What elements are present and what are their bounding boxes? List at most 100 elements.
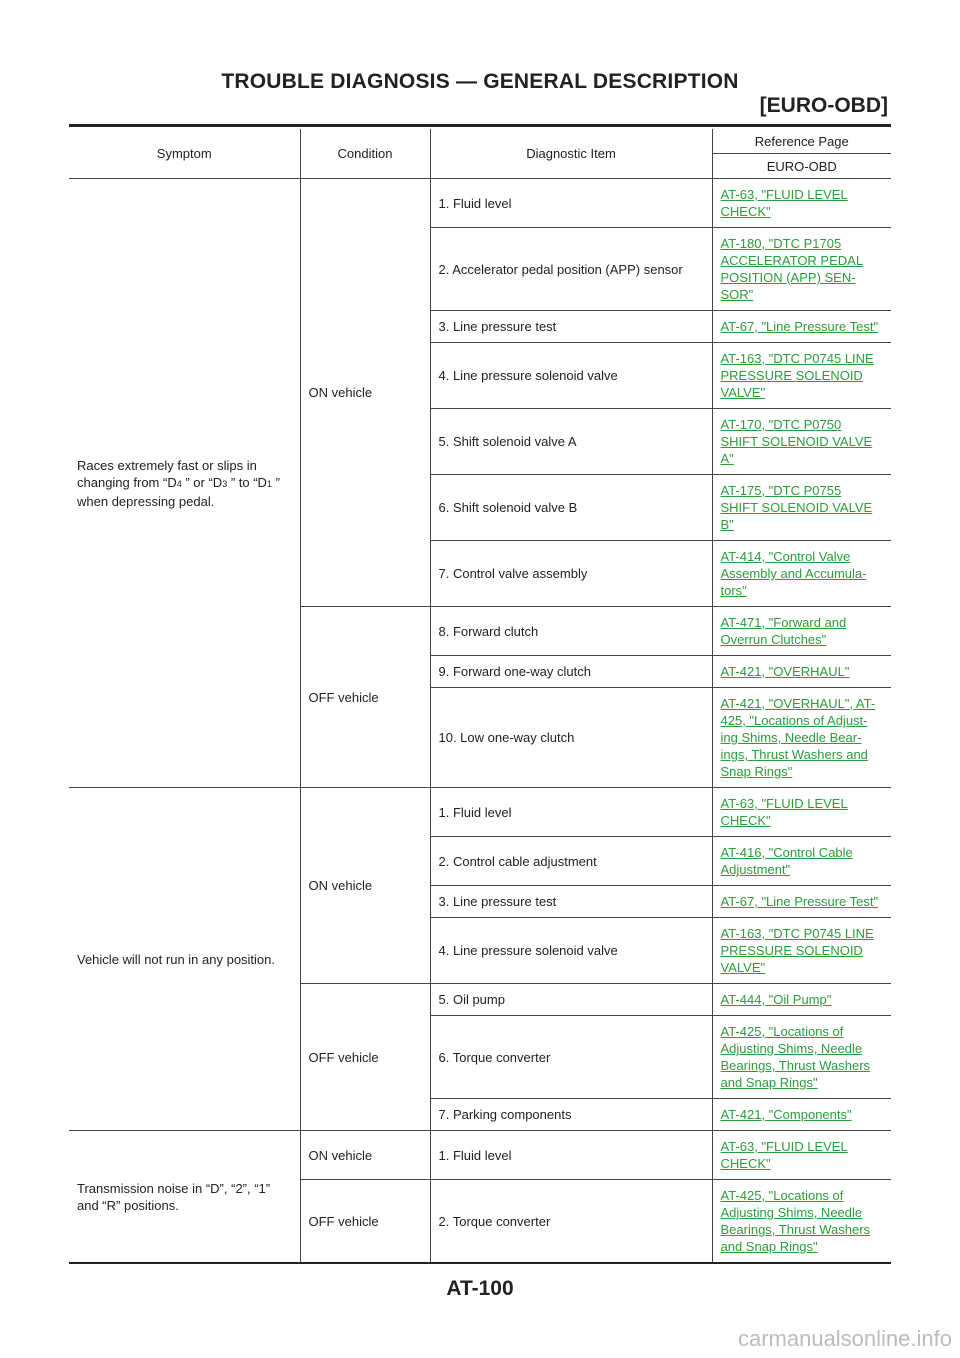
symptom-text: and “R” positions.: [77, 1197, 179, 1213]
condition-label: ON vehicle: [308, 878, 373, 893]
reference-link[interactable]: AT-421, "OVERHAUL": [720, 664, 850, 679]
reference-link[interactable]: Adjustment": [720, 862, 791, 877]
reference-link[interactable]: CHECK": [720, 813, 771, 828]
reference-link[interactable]: AT-163, "DTC P0745 LINE: [720, 926, 874, 941]
symptom-text: when depressing pedal.: [77, 493, 215, 509]
reference-link[interactable]: Overrun Clutches": [720, 632, 827, 647]
diagnostic-item-cell: 7. Control valve assembly: [430, 540, 713, 607]
reference-link[interactable]: AT-425, "Locations of: [720, 1188, 844, 1203]
reference-link[interactable]: and Snap Rings": [720, 1075, 818, 1090]
diagnostic-item-cell: 5. Shift solenoid valve A: [430, 408, 713, 475]
reference-link[interactable]: ings, Thrust Washers and: [720, 747, 868, 762]
table-row: 6. Shift solenoid valve B AT-175, "DTC P0…: [69, 474, 891, 541]
reference-cell: AT-414, "Control Valve Assembly and Accu…: [712, 540, 891, 607]
reference-link[interactable]: AT-63, "FLUID LEVEL: [720, 796, 848, 811]
reference-link[interactable]: PRESSURE SOLENOID: [720, 943, 863, 958]
condition-label: OFF vehicle: [308, 1049, 379, 1065]
diagnostic-item-cell: 2. Accelerator pedal position (APP) sens…: [430, 227, 713, 311]
symptom-subscript: 4: [176, 478, 182, 489]
reference-cell: AT-163, "DTC P0745 LINE PRESSURE SOLENOI…: [712, 917, 891, 984]
reference-link[interactable]: AT-163, "DTC P0745 LINE: [720, 351, 874, 366]
reference-link[interactable]: AT-63, "FLUID LEVEL: [720, 187, 848, 202]
reference-link[interactable]: VALVE": [720, 960, 766, 975]
diagnostic-item-text: 4. Line pressure solenoid valve: [438, 368, 618, 383]
symptom-subscript: 1: [266, 478, 272, 489]
diagnostic-item-cell: 1. Fluid level: [430, 178, 713, 228]
table-row: 5. Shift solenoid valve A AT-170, "DTC P0…: [69, 408, 891, 475]
reference-link[interactable]: POSITION (APP) SEN-: [720, 270, 856, 285]
symptom-text: Vehicle will not run in any position.: [77, 951, 276, 967]
reference-cell: AT-175, "DTC P0755 SHIFT SOLENOID VALVE …: [712, 474, 891, 541]
reference-link[interactable]: AT-63, "FLUID LEVEL: [720, 1139, 848, 1154]
diagnostic-item-text: 8. Forward clutch: [438, 623, 539, 639]
table-row: 2. Control cable adjustment AT-416, "Cont…: [69, 836, 891, 886]
reference-link[interactable]: AT-421, "OVERHAUL", AT-: [720, 696, 876, 711]
reference-link[interactable]: tors": [720, 583, 747, 598]
reference-link[interactable]: PRESSURE SOLENOID: [720, 368, 863, 383]
reference-link[interactable]: AT-67, "Line Pressure Test": [720, 319, 879, 334]
diagnostic-item-cell: 2. Control cable adjustment: [430, 836, 713, 886]
reference-link[interactable]: Adjusting Shims, Needle: [720, 1205, 863, 1220]
condition-cell: OFF vehicle: [300, 983, 431, 1131]
condition-label: OFF vehicle: [308, 689, 379, 705]
reference-link[interactable]: SOR": [720, 287, 754, 302]
symptom-text: ”: [271, 474, 280, 490]
reference-link[interactable]: Snap Rings": [720, 764, 793, 779]
reference-link[interactable]: SHIFT SOLENOID VALVE: [720, 434, 873, 449]
diagnostic-item-cell: 7. Parking components: [430, 1098, 713, 1131]
reference-link[interactable]: Adjusting Shims, Needle: [720, 1041, 863, 1056]
diagnostic-item-cell: 1. Fluid level: [430, 787, 713, 837]
reference-cell: AT-421, "Components": [712, 1098, 891, 1131]
table-row: 4. Line pressure solenoid valve AT-163, "…: [69, 342, 891, 409]
diagnostic-item-text: 10. Low one-way clutch: [438, 730, 575, 745]
header-euro-obd: EURO-OBD: [712, 153, 891, 179]
reference-link[interactable]: AT-175, "DTC P0755: [720, 483, 842, 498]
table-row: Transmission noise in “D”, “2”, “1” and “…: [69, 1130, 891, 1264]
reference-cell: AT-444, "Oil Pump": [712, 983, 891, 1016]
diagnosis-table: Symptom Condition Diagnostic Item Refere…: [69, 129, 891, 1264]
reference-cell: AT-67, "Line Pressure Test": [712, 310, 891, 343]
reference-link[interactable]: AT-471, "Forward and: [720, 615, 847, 630]
reference-link[interactable]: AT-414, "Control Valve: [720, 549, 851, 564]
condition-cell: OFF vehicle: [300, 1179, 431, 1264]
reference-link[interactable]: AT-67, "Line Pressure Test": [720, 894, 879, 909]
reference-link[interactable]: VALVE": [720, 385, 766, 400]
table-row: Races extremely fast or slips in changing…: [69, 178, 891, 788]
reference-cell: AT-421, "OVERHAUL", AT- 425, "Locations o…: [712, 687, 891, 788]
symptom-text: Races extremely fast or slips in: [77, 457, 257, 473]
reference-link[interactable]: AT-421, "Components": [720, 1107, 852, 1122]
reference-link[interactable]: AT-180, "DTC P1705: [720, 236, 842, 251]
reference-cell: AT-163, "DTC P0745 LINE PRESSURE SOLENOI…: [712, 342, 891, 409]
table-row: 6. Torque converter AT-425, "Locations of…: [69, 1015, 891, 1099]
table-row: 9. Forward one-way clutch AT-421, "OVERHA…: [69, 655, 891, 688]
diagnostic-item-cell: 3. Line pressure test: [430, 885, 713, 918]
condition-cell: OFF vehicle: [300, 606, 431, 788]
reference-link[interactable]: B": [720, 517, 734, 532]
diagnostic-item-text: 9. Forward one-way clutch: [438, 664, 591, 679]
reference-link[interactable]: AT-444, "Oil Pump": [720, 992, 832, 1007]
header-rule: [69, 124, 891, 127]
page-subtitle: [EURO-OBD]: [759, 94, 888, 117]
header-reference-page: Reference Page: [754, 133, 849, 149]
reference-link[interactable]: Bearings, Thrust Washers: [720, 1058, 871, 1073]
reference-link[interactable]: Bearings, Thrust Washers: [720, 1222, 871, 1237]
reference-link[interactable]: CHECK": [720, 204, 771, 219]
reference-link[interactable]: CHECK": [720, 1156, 771, 1171]
reference-link[interactable]: SHIFT SOLENOID VALVE: [720, 500, 873, 515]
reference-link[interactable]: AT-170, "DTC P0750: [720, 417, 842, 432]
symptom-cell: Vehicle will not run in any position.: [69, 787, 301, 1131]
reference-link[interactable]: AT-425, "Locations of: [720, 1024, 844, 1039]
reference-link[interactable]: ACCELERATOR PEDAL: [720, 253, 864, 268]
symptom-text: ” to “D: [227, 474, 267, 490]
reference-link[interactable]: Assembly and Accumula-: [720, 566, 867, 581]
symptom-cell: Transmission noise in “D”, “2”, “1” and “…: [69, 1130, 301, 1264]
reference-link[interactable]: AT-416, "Control Cable: [720, 845, 853, 860]
symptom-text: ” or “D: [181, 474, 223, 490]
reference-link[interactable]: A": [720, 451, 734, 466]
table-row: 3. Line pressure test AT-67, "Line Pressu…: [69, 310, 891, 343]
reference-link[interactable]: ing Shims, Needle Bear-: [720, 730, 862, 745]
reference-link[interactable]: 425, "Locations of Adjust-: [720, 713, 868, 728]
table-row: 7. Parking components AT-421, "Components…: [69, 1098, 891, 1131]
table-row: 4. Line pressure solenoid valve AT-163, "…: [69, 917, 891, 984]
reference-link[interactable]: and Snap Rings": [720, 1239, 818, 1254]
